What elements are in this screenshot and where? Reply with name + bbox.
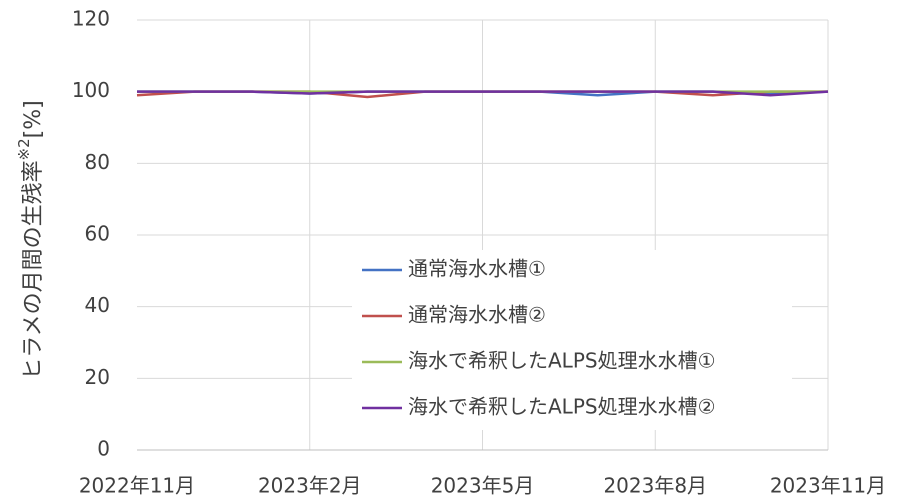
y-tick-label: 20	[85, 365, 110, 389]
legend-label: 海水で希釈したALPS処理水水槽①	[408, 349, 716, 373]
x-tick-label: 2023年5月	[431, 474, 535, 498]
x-tick-label: 2023年2月	[258, 474, 362, 498]
legend-label: 海水で希釈したALPS処理水水槽②	[408, 395, 716, 419]
x-tick-label: 2023年8月	[603, 474, 707, 498]
y-tick-label: 120	[72, 7, 110, 31]
series-line	[137, 90, 829, 97]
x-tick-label: 2022年11月	[79, 474, 195, 498]
y-axis-label: ヒラメの月間の生残率※2[%]	[15, 100, 47, 380]
legend-label: 通常海水水槽②	[408, 303, 546, 327]
y-axis-label-main: ヒラメの月間の生残率	[21, 160, 46, 379]
legend-label: 通常海水水槽①	[408, 257, 546, 281]
y-axis-label-note: ※2	[15, 138, 33, 160]
y-tick-label: 60	[85, 222, 110, 246]
legend-box	[352, 250, 792, 430]
y-tick-label: 80	[85, 150, 110, 174]
y-axis-label-unit: [%]	[21, 100, 46, 138]
y-tick-label: 100	[72, 78, 110, 102]
y-tick-label: 40	[85, 293, 110, 317]
x-tick-label: 2023年11月	[770, 474, 886, 498]
y-tick-label: 0	[97, 437, 110, 461]
